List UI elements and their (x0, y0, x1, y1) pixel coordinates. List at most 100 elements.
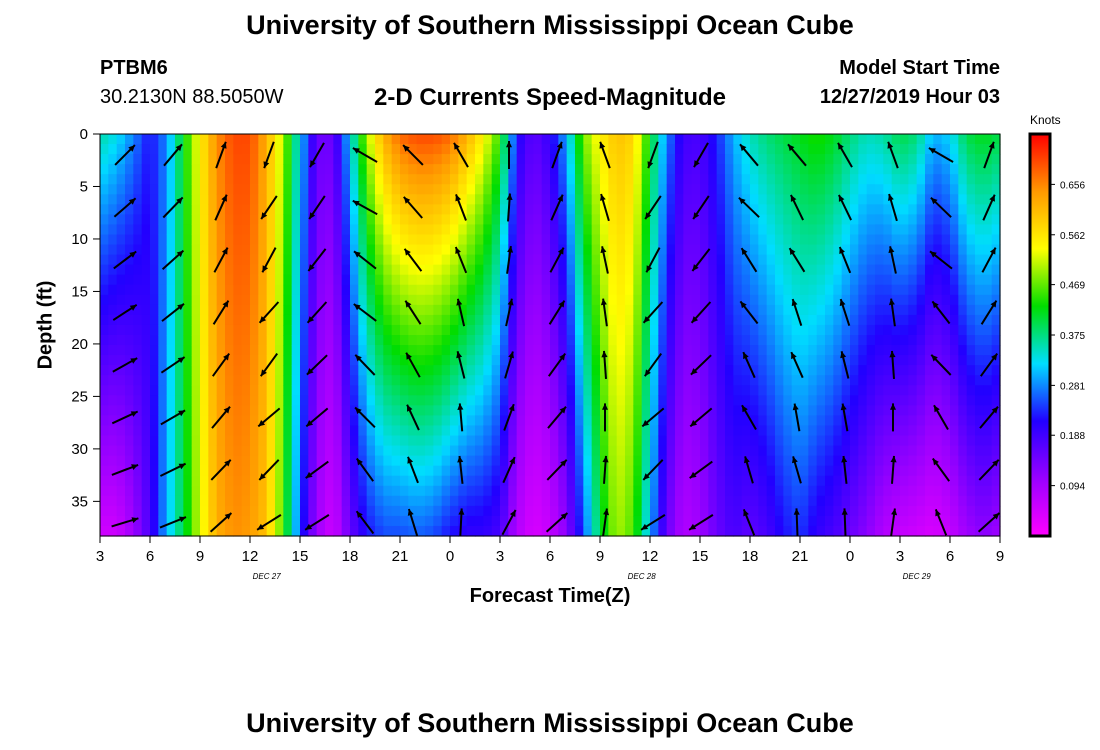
heatmap-cell (641, 304, 651, 316)
heatmap-cell (950, 314, 959, 326)
heatmap-cell (325, 425, 334, 437)
heatmap-cell (675, 425, 684, 437)
heatmap-cell (283, 515, 293, 527)
heatmap-cell (291, 204, 301, 215)
heatmap-cell (708, 495, 718, 507)
heatmap-cell (825, 355, 834, 366)
heatmap-cell (300, 395, 309, 406)
heatmap-cell (608, 355, 618, 366)
x-tick-label: 18 (742, 548, 759, 565)
heatmap-cell (266, 525, 276, 537)
heatmap-cell (425, 345, 434, 356)
heatmap-cell (675, 475, 684, 487)
current-arrow (933, 404, 949, 431)
heatmap-cell (233, 164, 243, 175)
heatmap-cell (108, 485, 118, 497)
heatmap-cell (308, 254, 318, 266)
heatmap-cell (625, 224, 634, 236)
heatmap-cell (300, 184, 309, 195)
heatmap-cell (700, 415, 709, 427)
heatmap-cell (275, 324, 284, 336)
heatmap-cell (100, 314, 109, 326)
heatmap-cell (891, 174, 901, 185)
heatmap-cell (433, 445, 443, 457)
heatmap-cell (950, 234, 959, 246)
heatmap-cell (733, 144, 743, 155)
heatmap-cell (850, 425, 859, 437)
heatmap-cell (891, 355, 901, 366)
heatmap-cell (633, 385, 643, 396)
heatmap-cell (991, 154, 1001, 165)
heatmap-cell (875, 134, 884, 145)
heatmap-cell (350, 154, 359, 165)
heatmap-cell (700, 234, 709, 246)
heatmap-cell (758, 174, 768, 185)
heatmap-cell (966, 264, 976, 276)
heatmap-cell (708, 304, 718, 316)
heatmap-cell (200, 475, 209, 487)
heatmap-cell (775, 314, 784, 326)
heatmap-cell (633, 375, 643, 386)
heatmap-cell (391, 495, 401, 507)
heatmap-cell (791, 415, 801, 427)
heatmap-cell (950, 345, 959, 356)
heatmap-cell (616, 284, 626, 296)
heatmap-cell (433, 415, 443, 427)
heatmap-cell (716, 184, 726, 195)
heatmap-cell (975, 224, 984, 236)
heatmap-cell (133, 515, 143, 527)
heatmap-cell (566, 274, 576, 286)
heatmap-cell (183, 495, 193, 507)
heatmap-cell (483, 274, 493, 286)
heatmap-cell (775, 294, 784, 306)
heatmap-cell (433, 355, 443, 366)
heatmap-cell (983, 505, 993, 517)
heatmap-cell (525, 284, 534, 296)
heatmap-cell (341, 445, 351, 457)
heatmap-cell (950, 284, 959, 296)
heatmap-cell (366, 385, 376, 396)
heatmap-cell (233, 475, 243, 487)
heatmap-cell (950, 405, 959, 416)
heatmap-cell (491, 385, 501, 396)
heatmap-cell (291, 335, 301, 346)
heatmap-cell (175, 495, 184, 507)
current-arrow (738, 196, 760, 218)
heatmap-cell (883, 154, 893, 165)
heatmap-cell (983, 335, 993, 346)
heatmap-cell (725, 425, 734, 437)
heatmap-cell (583, 465, 593, 477)
heatmap-cell (533, 375, 543, 386)
heatmap-cell (116, 365, 126, 376)
heatmap-cell (700, 164, 709, 175)
heatmap-cell (850, 485, 859, 497)
heatmap-cell (183, 154, 193, 165)
heatmap-cell (308, 515, 318, 527)
heatmap-cell (641, 525, 651, 537)
heatmap-cell (233, 395, 243, 406)
heatmap-cell (725, 174, 734, 185)
heatmap-cell (625, 254, 634, 266)
heatmap-cell (991, 345, 1001, 356)
heatmap-cell (991, 214, 1001, 226)
heatmap-cell (316, 284, 326, 296)
heatmap-cell (983, 435, 993, 447)
heatmap-cell (325, 144, 334, 155)
heatmap-cell (200, 435, 209, 447)
heatmap-cell (358, 154, 368, 165)
heatmap-cell (366, 495, 376, 507)
heatmap-cell (800, 254, 809, 266)
heatmap-cell (833, 314, 843, 326)
heatmap-cell (825, 515, 834, 527)
heatmap-cell (733, 224, 743, 236)
heatmap-cell (116, 495, 126, 507)
heatmap-cell (275, 214, 284, 226)
heatmap-cell (333, 355, 343, 366)
heatmap-cell (258, 164, 268, 175)
heatmap-cell (550, 224, 559, 236)
heatmap-cell (775, 264, 784, 276)
heatmap-cell (750, 254, 759, 266)
heatmap-cell (583, 345, 593, 356)
heatmap-cell (625, 174, 634, 185)
heatmap-cell (516, 415, 526, 427)
